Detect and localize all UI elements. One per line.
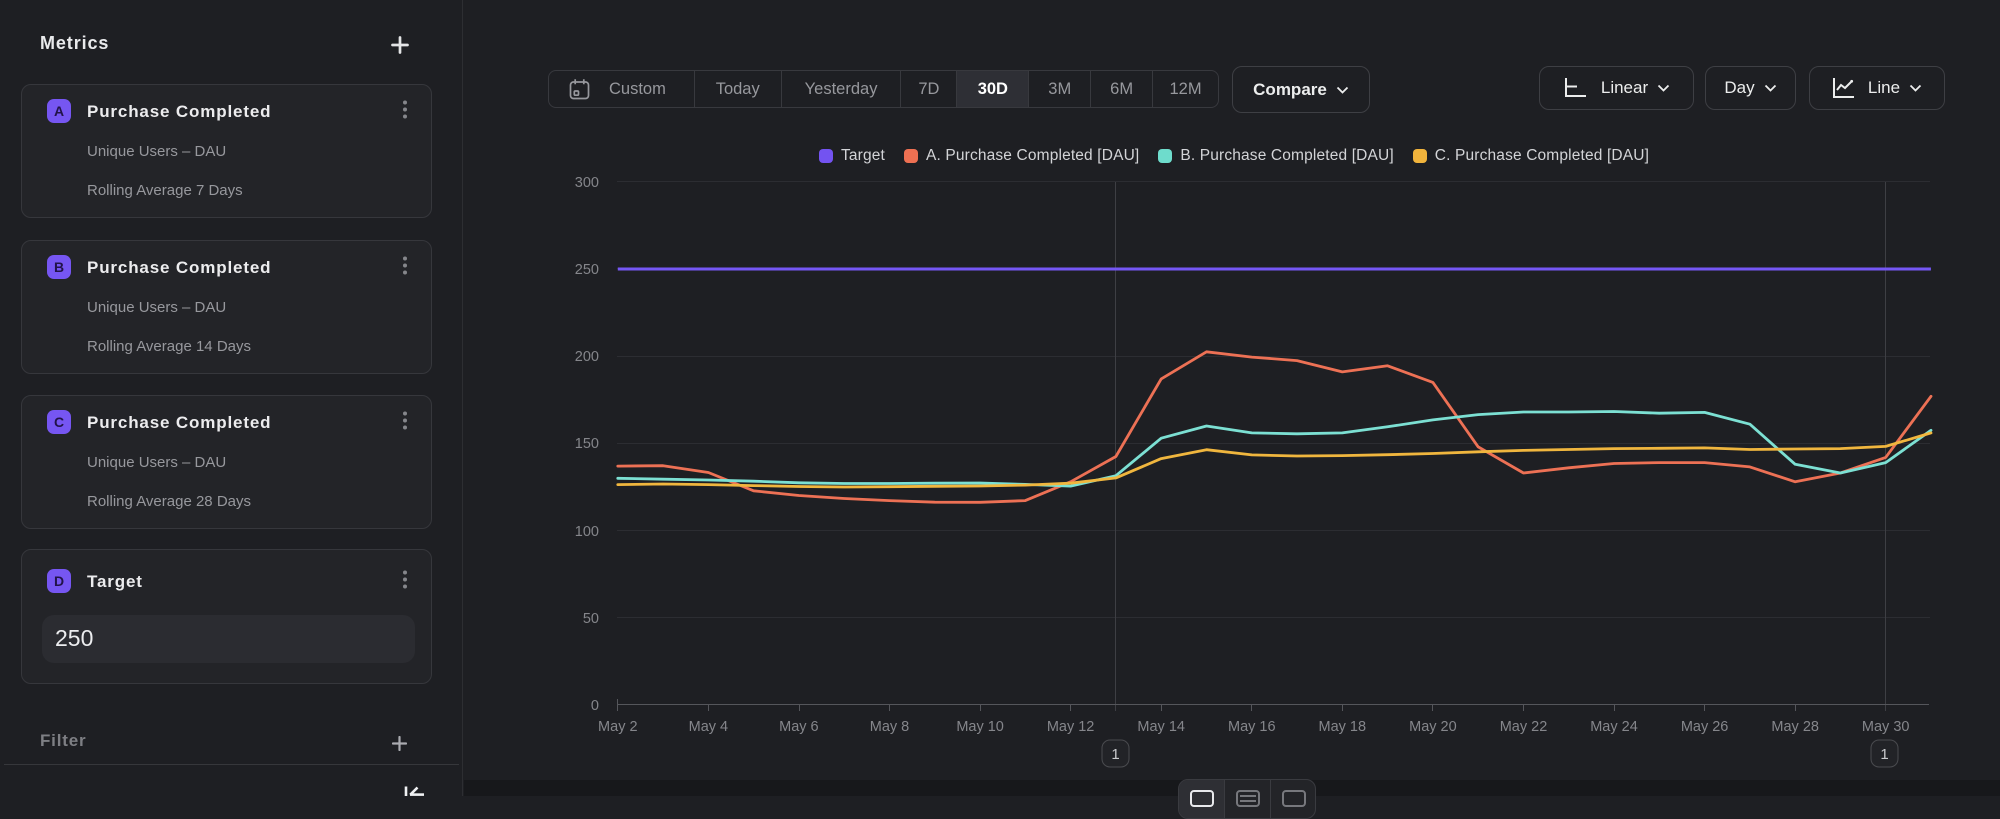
svg-text:May 16: May 16 [1228,719,1276,735]
svg-text:May 18: May 18 [1319,719,1367,735]
svg-text:1: 1 [1111,746,1119,763]
svg-text:150: 150 [575,436,599,452]
svg-text:May 22: May 22 [1500,719,1548,735]
svg-text:May 26: May 26 [1681,719,1729,735]
svg-text:300: 300 [575,175,599,191]
svg-text:May 30: May 30 [1862,719,1910,735]
svg-text:May 12: May 12 [1047,719,1095,735]
svg-text:250: 250 [575,262,599,278]
svg-text:May 4: May 4 [689,719,729,735]
svg-text:1: 1 [1880,746,1888,763]
svg-text:May 8: May 8 [870,719,910,735]
svg-text:May 2: May 2 [598,719,638,735]
svg-text:May 28: May 28 [1771,719,1819,735]
svg-text:May 24: May 24 [1590,719,1638,735]
svg-text:May 20: May 20 [1409,719,1457,735]
svg-text:May 14: May 14 [1137,719,1185,735]
svg-text:May 10: May 10 [956,719,1004,735]
svg-text:200: 200 [575,349,599,365]
svg-text:May 6: May 6 [779,719,819,735]
svg-text:50: 50 [583,611,599,627]
svg-text:0: 0 [591,698,599,714]
svg-text:100: 100 [575,524,599,540]
